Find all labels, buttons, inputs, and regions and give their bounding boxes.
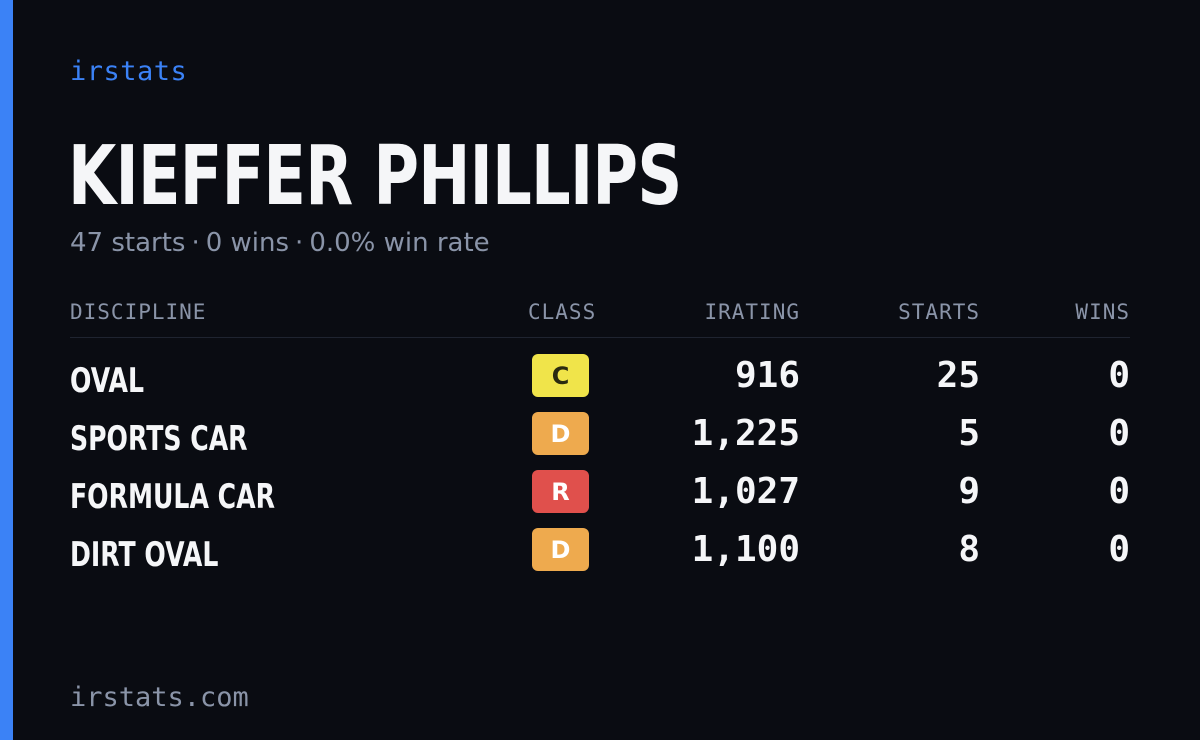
wins-value: 0 [1108,413,1130,454]
driver-summary: 47 starts · 0 wins · 0.0% win rate [70,228,490,258]
header-divider [70,337,1130,338]
wins-value: 0 [1108,471,1130,512]
irating-value: 916 [734,355,800,396]
discipline-name: DIRT OVAL [70,535,219,575]
table-row: SPORTS CAR D 1,225 5 0 [0,408,1200,466]
footer-url[interactable]: irstats.com [70,682,249,713]
license-class-badge: D [532,528,589,571]
summary-wins: 0 wins [205,228,290,258]
discipline-name: SPORTS CAR [70,419,248,459]
column-header-irating: IRATING [704,300,800,324]
discipline-name: OVAL [70,361,144,401]
table-row: DIRT OVAL D 1,100 8 0 [0,524,1200,582]
summary-win-rate: 0.0% win rate [309,228,490,258]
wins-value: 0 [1108,529,1130,570]
column-header-starts: STARTS [898,300,980,324]
accent-bar [0,0,13,740]
brand-logo[interactable]: irstats [70,56,188,87]
starts-value: 5 [958,413,980,454]
license-class-badge: C [532,354,589,397]
license-class-badge: D [532,412,589,455]
starts-value: 25 [936,355,980,396]
summary-separator: · [295,228,304,258]
table-row: OVAL C 916 25 0 [0,350,1200,408]
starts-value: 9 [958,471,980,512]
column-header-class: CLASS [528,300,597,324]
column-header-discipline: DISCIPLINE [70,300,207,324]
irating-value: 1,225 [691,413,800,454]
discipline-name: FORMULA CAR [70,477,275,517]
table-row: FORMULA CAR R 1,027 9 0 [0,466,1200,524]
summary-separator: · [191,228,200,258]
irating-value: 1,027 [691,471,800,512]
column-header-wins: WINS [1075,300,1130,324]
irating-value: 1,100 [691,529,800,570]
wins-value: 0 [1108,355,1130,396]
starts-value: 8 [958,529,980,570]
summary-starts: 47 starts [70,228,186,258]
driver-name: KIEFFER PHILLIPS [68,129,682,224]
license-class-badge: R [532,470,589,513]
